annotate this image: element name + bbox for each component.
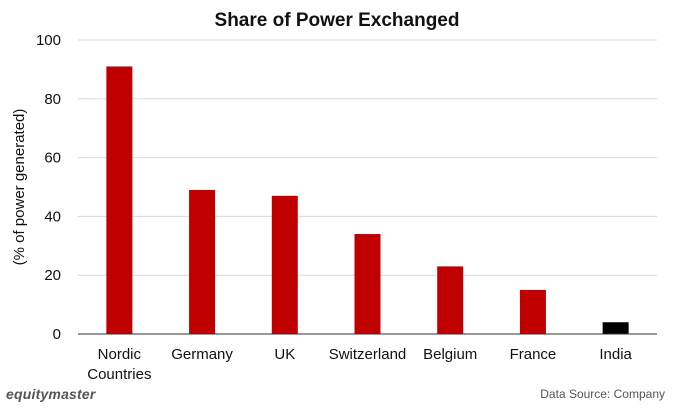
bar — [437, 266, 464, 334]
data-source-note: Data Source: Company — [540, 387, 665, 401]
brand-logo: equitymaster — [6, 386, 96, 402]
y-tick-label: 60 — [44, 150, 61, 167]
bar — [271, 195, 298, 334]
x-tick-label: Germany — [171, 346, 233, 363]
bar — [354, 234, 381, 334]
bar — [189, 189, 216, 334]
x-tick-label: India — [599, 346, 632, 363]
chart-title: Share of Power Exchanged — [215, 10, 460, 31]
bars — [106, 66, 629, 335]
y-axis-label: (% of power generated) — [11, 109, 28, 266]
y-tick-label: 0 — [53, 326, 61, 343]
y-tick-label: 80 — [44, 91, 61, 108]
y-tick-label: 20 — [44, 267, 61, 284]
x-tick-label: Nordic Countries — [87, 346, 151, 383]
y-axis-ticks: 0 20 40 60 80 100 — [36, 32, 61, 343]
gridlines — [78, 39, 657, 276]
bar — [519, 289, 546, 334]
y-tick-label: 40 — [44, 208, 61, 225]
bar — [602, 322, 629, 334]
x-tick-label: Switzerland — [329, 346, 407, 363]
x-tick-label: Belgium — [423, 346, 477, 363]
x-tick-label: France — [510, 346, 557, 363]
x-tick-label: UK — [274, 346, 295, 363]
y-tick-label: 100 — [36, 32, 61, 49]
x-axis-ticks: Nordic Countries Germany UK Switzerland Belgi… — [87, 346, 632, 383]
bar — [106, 66, 133, 335]
